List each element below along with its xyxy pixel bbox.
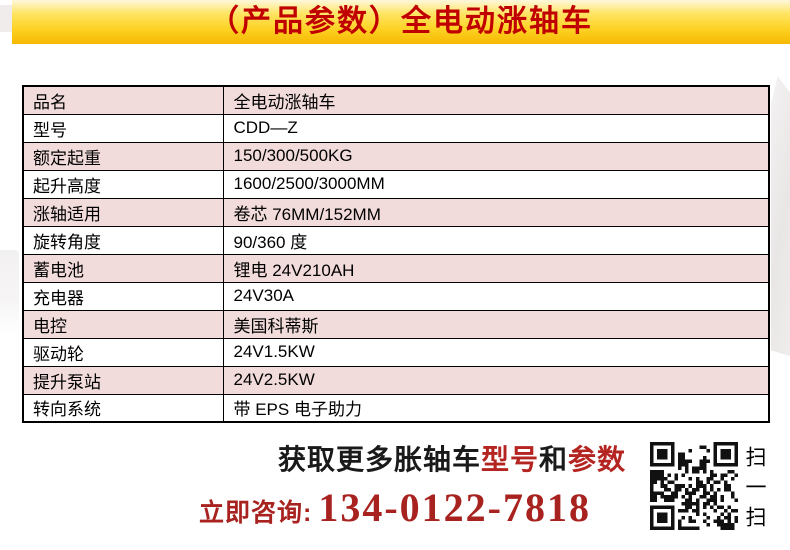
page-title: （产品参数）全电动涨轴车 — [209, 5, 593, 38]
spec-label: 蓄电池 — [22, 253, 224, 283]
contact-label: 立即咨询: — [199, 499, 313, 527]
spec-value: 90/360 度 — [222, 225, 770, 255]
header-banner: （产品参数）全电动涨轴车 — [12, 0, 790, 44]
spec-value: 24V30A — [222, 281, 770, 311]
promo-text-part2: 和 — [539, 444, 569, 475]
table-row: 涨轴适用 卷芯 76MM/152MM — [22, 197, 770, 227]
spec-value: 1600/2500/3000MM — [222, 169, 770, 199]
table-row: 旋转角度 90/360 度 — [22, 225, 770, 255]
spec-value: 卷芯 76MM/152MM — [222, 197, 770, 227]
spec-value: 24V2.5KW — [222, 365, 770, 395]
table-row: 电控 美国科蒂斯 — [22, 309, 770, 339]
phone-number: 134-0122-7818 — [318, 485, 591, 530]
table-row: 提升泵站 24V2.5KW — [22, 365, 770, 395]
promo-text: 获取更多胀轴车型号和参数 — [278, 438, 626, 478]
table-row: 品名 全电动涨轴车 — [22, 85, 770, 115]
spec-label: 起升高度 — [22, 169, 224, 199]
table-row: 转向系统 带 EPS 电子助力 — [22, 393, 770, 423]
contact-line: 立即咨询: 134-0122-7818 — [199, 484, 591, 531]
table-row: 起升高度 1600/2500/3000MM — [22, 169, 770, 199]
spec-label: 转向系统 — [22, 393, 224, 423]
spec-value: 150/300/500KG — [222, 141, 770, 171]
spec-label: 驱动轮 — [22, 337, 224, 367]
promo-text-part1: 获取更多胀轴车 — [278, 444, 482, 475]
spec-value: 24V1.5KW — [222, 337, 770, 367]
spec-value: 带 EPS 电子助力 — [222, 393, 770, 423]
spec-label: 额定起重 — [22, 141, 224, 171]
spec-value: 锂电 24V210AH — [222, 253, 770, 283]
spec-value: 全电动涨轴车 — [222, 85, 770, 115]
table-row: 驱动轮 24V1.5KW — [22, 337, 770, 367]
spec-label: 提升泵站 — [22, 365, 224, 395]
table-row: 充电器 24V30A — [22, 281, 770, 311]
spec-label: 电控 — [22, 309, 224, 339]
promo-highlight-params: 参数 — [568, 444, 627, 475]
spec-value: CDD—Z — [222, 113, 770, 143]
qr-code — [650, 442, 738, 530]
left-edge-shadow — [0, 250, 19, 334]
table-row: 蓄电池 锂电 24V210AH — [22, 253, 770, 283]
top-left-gray-artifact — [0, 5, 12, 32]
spec-label: 充电器 — [22, 281, 224, 311]
spec-label: 型号 — [22, 113, 224, 143]
spec-label: 旋转角度 — [22, 225, 224, 255]
promo-highlight-model: 型号 — [481, 444, 540, 475]
spec-value: 美国科蒂斯 — [222, 309, 770, 339]
table-row: 型号 CDD—Z — [22, 113, 770, 143]
spec-table: 品名 全电动涨轴车 型号 CDD—Z 额定起重 150/300/500KG 起升… — [22, 85, 770, 423]
spec-label: 品名 — [22, 85, 224, 115]
spec-label: 涨轴适用 — [22, 197, 224, 227]
qr-caption: 扫一扫 — [743, 446, 766, 536]
right-edge-shadow — [771, 76, 790, 356]
qr-code-image — [650, 442, 738, 530]
table-row: 额定起重 150/300/500KG — [22, 141, 770, 171]
